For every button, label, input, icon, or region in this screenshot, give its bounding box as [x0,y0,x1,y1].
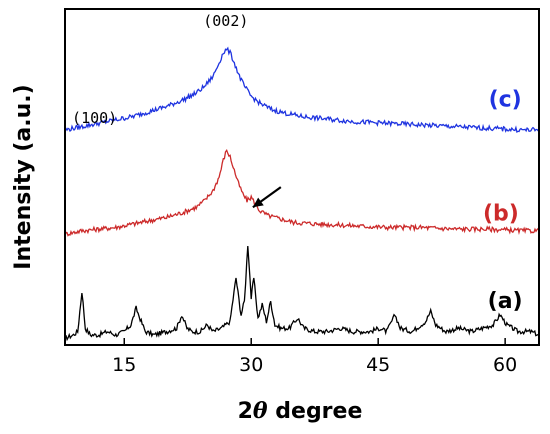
x-axis-label-suffix: degree [268,399,363,424]
x-tick-label: 30 [239,354,263,376]
peak-label: (002) [203,12,248,30]
x-axis-label-theta: θ [253,398,268,424]
peak-label: (100) [72,109,117,127]
x-tick-label: 60 [493,354,517,376]
series-label-3: (c) [489,87,522,112]
y-axis-label: Intensity (a.u.) [11,84,36,269]
series-line-3 [64,46,540,134]
x-tick-label: 15 [112,354,136,376]
series-labels: (a) (b) (c) [483,87,523,314]
annotations: (100) (002) [72,12,282,209]
annotation-arrow-head [252,197,264,208]
x-tick-label: 45 [366,354,390,376]
x-axis-label-prefix: 2 [238,399,253,424]
series-line-2 [64,148,540,237]
series-label-2: (b) [483,202,519,227]
x-axis-label: 2θ degree [238,398,363,424]
x-axis: 15 30 45 60 [112,338,517,376]
series-label-1: (a) [488,289,523,314]
series-line-1 [64,245,540,342]
plot-area [64,46,540,342]
plot-frame [64,8,540,346]
